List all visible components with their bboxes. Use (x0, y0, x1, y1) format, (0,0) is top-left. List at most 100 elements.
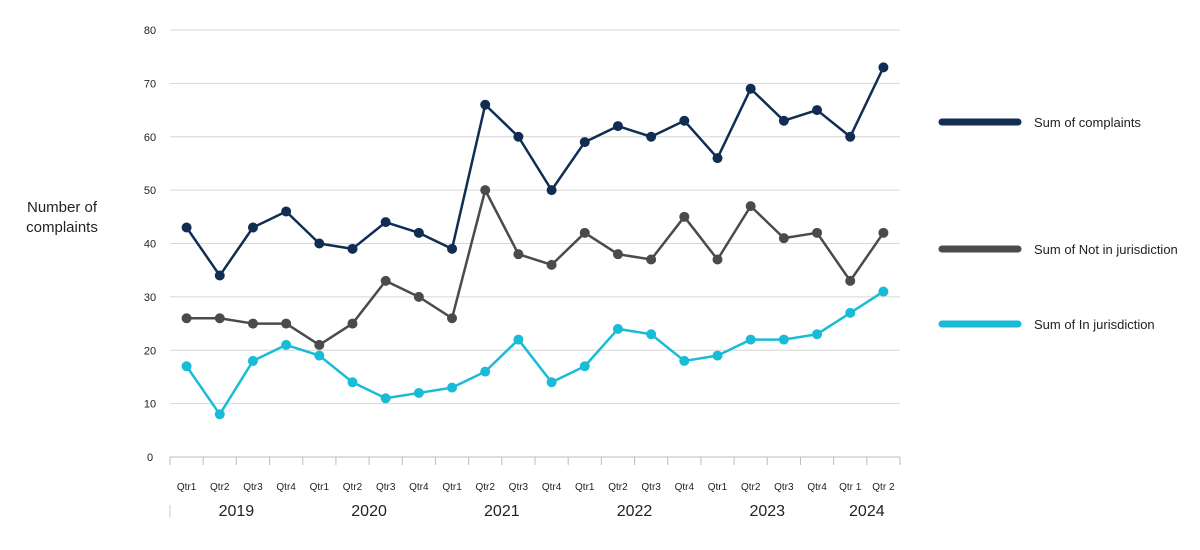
data-point (281, 206, 292, 217)
data-point (812, 329, 823, 340)
legend-item: Sum of Not in jurisdiction (938, 242, 1178, 257)
legend-label: Sum of complaints (1034, 115, 1141, 130)
x-tick-label: Qtr2 (608, 482, 628, 493)
x-tick-label: Qtr2 (741, 482, 761, 493)
data-point (646, 131, 657, 142)
data-point (612, 249, 623, 260)
year-label: 2024 (849, 503, 885, 520)
data-point (712, 254, 723, 265)
data-point (314, 339, 325, 350)
year-label: 2020 (351, 503, 387, 520)
data-point (612, 121, 623, 132)
x-tick-label: Qtr1 (177, 482, 197, 493)
x-tick-label: Qtr3 (641, 482, 661, 493)
year-label: 2019 (219, 503, 255, 520)
data-point (214, 270, 225, 281)
data-point (778, 115, 789, 126)
data-point (712, 153, 723, 164)
x-tick-label: Qtr4 (675, 482, 695, 493)
data-point (347, 243, 358, 254)
data-point (878, 62, 889, 73)
x-tick-label: Qtr 1 (839, 482, 862, 493)
y-axis-label: Number of complaints (26, 199, 98, 236)
legend-label: Sum of In jurisdiction (1034, 317, 1155, 332)
data-point (745, 83, 756, 94)
data-point (778, 233, 789, 244)
x-tick-label: Qtr4 (409, 482, 429, 493)
y-tick-label: 60 (144, 132, 156, 144)
y-tick-label: 70 (144, 78, 156, 90)
data-point (480, 366, 491, 377)
x-tick-label: Qtr4 (542, 482, 562, 493)
data-point (247, 222, 258, 233)
data-point (579, 137, 590, 148)
data-point (380, 217, 391, 228)
data-point (878, 286, 889, 297)
data-point (546, 377, 557, 388)
data-point (646, 254, 657, 265)
x-tick-label: Qtr2 (343, 482, 363, 493)
data-point (447, 382, 458, 393)
x-tick-label: Qtr1 (442, 482, 462, 493)
y-tick-label: 80 (144, 25, 156, 37)
data-point (845, 307, 856, 318)
y-tick-label: 20 (144, 345, 156, 357)
data-point (314, 238, 325, 249)
y-axis: 0 10 20 30 40 50 60 70 80 (144, 25, 156, 464)
data-point (247, 355, 258, 366)
series-group (181, 286, 889, 420)
data-point (247, 318, 258, 329)
x-tick-label: Qtr3 (376, 482, 396, 493)
data-point (281, 318, 292, 329)
data-point (679, 211, 690, 222)
x-tick-label: Qtr1 (708, 482, 728, 493)
legend-item: Sum of complaints (938, 115, 1141, 130)
data-point (413, 291, 424, 302)
data-point (214, 313, 225, 324)
data-point (181, 222, 192, 233)
data-point (447, 243, 458, 254)
series-line (185, 66, 885, 277)
x-tick-label: Qtr 2 (872, 482, 895, 493)
data-point (612, 323, 623, 334)
data-point (413, 227, 424, 238)
y-tick-label: 10 (144, 399, 156, 411)
x-tick-label: Qtr2 (210, 482, 230, 493)
x-tick-label: Qtr2 (476, 482, 496, 493)
data-point (812, 227, 823, 238)
x-tick-label: Qtr4 (807, 482, 827, 493)
data-point (447, 313, 458, 324)
series-group (181, 185, 889, 350)
x-axis: Qtr1 Qtr2 Qtr3 Qtr4 Qtr1 Qtr2 Qtr3 Qtr4 Qtr1 Qtr2… (169, 457, 901, 520)
data-point (314, 350, 325, 361)
data-point (347, 377, 358, 388)
series-line (186, 188, 885, 347)
data-point (679, 355, 690, 366)
x-tick-label: Qtr3 (509, 482, 529, 493)
data-point (181, 313, 192, 324)
legend-item: Sum of In jurisdiction (938, 317, 1155, 332)
x-tick-label: Qtr1 (575, 482, 595, 493)
data-point (480, 185, 491, 196)
data-point (845, 131, 856, 142)
data-point (778, 334, 789, 345)
legend-label: Sum of Not in jurisdiction (1034, 242, 1178, 257)
data-point (812, 105, 823, 116)
data-point (413, 387, 424, 398)
data-point (380, 393, 391, 404)
year-label: 2023 (749, 503, 785, 520)
y-tick-label: 0 (147, 452, 153, 464)
data-point (214, 409, 225, 420)
data-point (845, 275, 856, 286)
x-tick-label: Qtr1 (310, 482, 330, 493)
y-tick-label: 50 (144, 185, 156, 197)
year-label: 2022 (617, 503, 653, 520)
data-point (745, 334, 756, 345)
data-point (679, 115, 690, 126)
data-point (181, 361, 192, 372)
series-lines (181, 62, 889, 420)
data-point (513, 131, 524, 142)
data-point (646, 329, 657, 340)
